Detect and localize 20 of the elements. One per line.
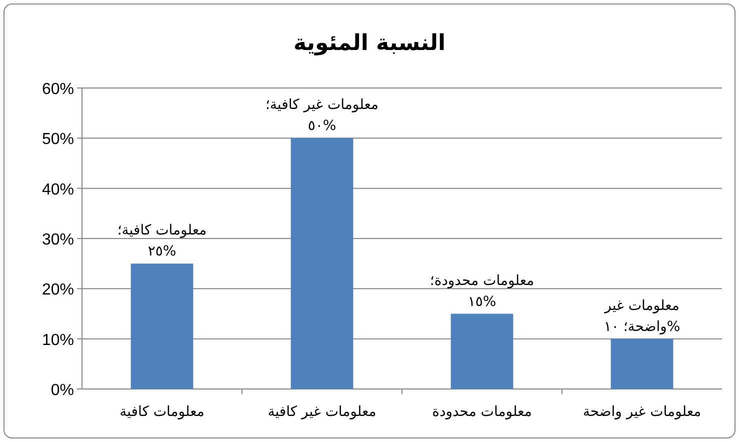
bar [610, 338, 674, 389]
data-label: معلومات محدودة؛ ١٥% [430, 272, 534, 310]
bar [130, 264, 194, 389]
y-tick-label: 0% [50, 382, 74, 399]
data-label: معلومات كافية؛ ٢٥% [117, 222, 207, 260]
x-tick-label: معلومات غير واضحة [582, 404, 702, 420]
x-tick-label: معلومات كافية [120, 404, 204, 420]
y-tick-label: 60% [42, 81, 74, 98]
y-tick-label: 40% [42, 181, 74, 198]
bar [450, 314, 514, 389]
x-tick-label: معلومات محدودة [432, 404, 532, 420]
y-tick-label: 50% [42, 131, 74, 148]
chart-title: النسبة المئوية [293, 31, 446, 56]
y-tick-label: 30% [42, 232, 74, 248]
bar [290, 138, 354, 389]
x-tick-label: معلومات غير كافية [268, 404, 376, 420]
y-tick-label: 10% [42, 332, 74, 349]
data-label: معلومات غير كافية؛ ٥٠% [265, 97, 379, 134]
y-tick-label: 20% [42, 282, 74, 299]
data-label: معلومات غير واضحة؛ ١٠% [604, 298, 680, 335]
